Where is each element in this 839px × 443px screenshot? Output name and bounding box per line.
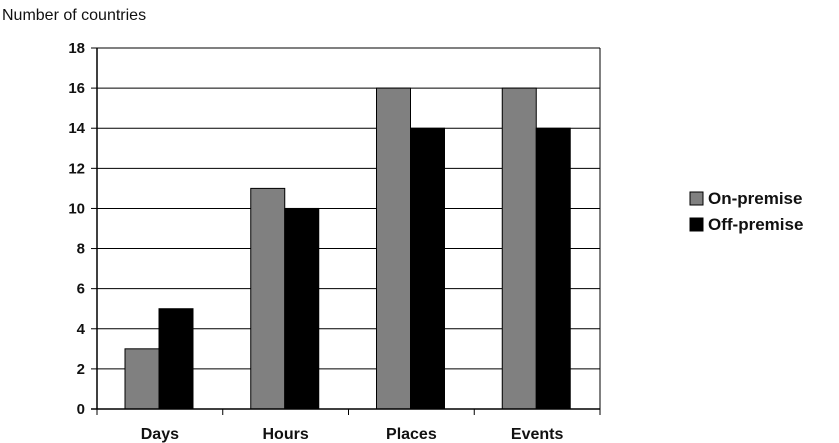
legend-swatch-on-premise [689,191,704,206]
y-tick-label: 18 [68,40,85,57]
x-category-label: Hours [263,426,309,443]
y-tick-labels: 0 2 4 6 8 10 12 14 16 18 [68,40,85,418]
bar-off-premise-events [535,127,571,410]
legend-label-off-premise: Off-premise [708,215,803,234]
y-tick-label: 0 [77,401,85,418]
y-tick-label: 10 [68,200,85,217]
bar-on-premise-hours [250,187,286,410]
y-tick-label: 2 [77,361,85,378]
y-tick-label: 6 [77,281,85,298]
bar-on-premise-days [124,348,160,410]
bar-off-premise-places [410,127,445,410]
legend: On-premise Off-premise [689,189,803,234]
y-tick-label: 4 [77,321,86,338]
legend-label-on-premise: On-premise [708,189,802,208]
x-category-label: Events [511,426,564,443]
y-tick-label: 12 [68,160,85,177]
bar-on-premise-events [501,87,537,410]
y-tick-label: 14 [68,120,85,137]
legend-swatch-off-premise [689,217,704,232]
bars [124,87,571,410]
x-category-label: Days [141,426,179,443]
x-category-label: Places [386,426,437,443]
y-axis-title: Number of countries [2,7,146,24]
axes [91,47,601,415]
bar-off-premise-days [158,308,194,410]
x-category-labels: Days Hours Places Events [141,426,564,443]
bar-on-premise-places [376,87,411,410]
y-tick-label: 8 [77,241,85,258]
y-tick-label: 16 [68,80,85,97]
bar-off-premise-hours [284,207,320,410]
